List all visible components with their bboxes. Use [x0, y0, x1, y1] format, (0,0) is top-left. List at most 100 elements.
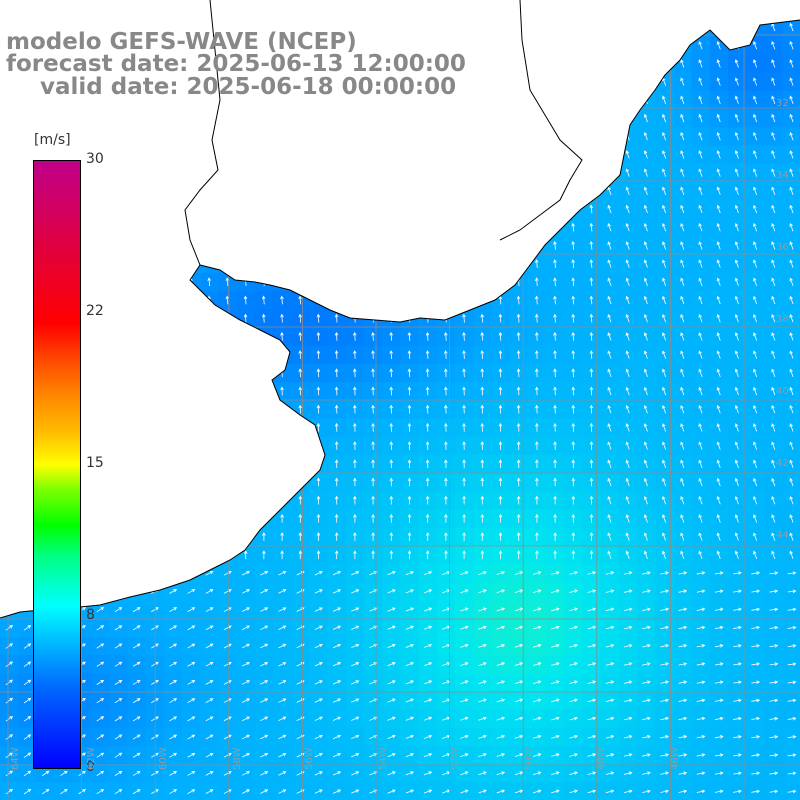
wind-arrow: [771, 241, 776, 250]
wind-arrow: [643, 150, 648, 159]
colorbar: [33, 160, 81, 769]
wind-arrow: [625, 532, 630, 541]
wind-arrow: [532, 625, 542, 630]
wind-arrow: [605, 589, 615, 593]
wind-cell: [782, 546, 800, 565]
wind-arrow: [423, 789, 433, 794]
wind-arrow: [716, 277, 721, 286]
wind-arrow: [187, 752, 196, 758]
wind-arrow: [698, 404, 703, 414]
wind-arrow: [733, 771, 742, 776]
wind-arrow: [389, 331, 393, 341]
wind-arrow: [187, 734, 196, 740]
wind-arrow: [698, 514, 703, 523]
wind-arrow: [662, 495, 667, 505]
wind-arrow: [423, 734, 433, 739]
wind-arrow: [589, 350, 594, 359]
wind-arrow: [662, 514, 667, 523]
wind-arrow: [280, 331, 284, 341]
wind-arrow: [316, 350, 321, 359]
wind-arrow: [662, 277, 667, 286]
wind-arrow: [535, 368, 539, 378]
wind-arrow: [680, 59, 685, 68]
wind-arrow: [480, 368, 484, 378]
wind-arrow: [698, 95, 703, 104]
wind-arrow: [516, 386, 521, 396]
wind-arrow: [462, 550, 466, 560]
wind-arrow: [660, 625, 670, 630]
wind-arrow: [787, 771, 797, 776]
wind-arrow: [241, 698, 251, 703]
wind-arrow: [353, 422, 357, 432]
wind-arrow: [696, 607, 706, 612]
wind-arrow: [532, 680, 542, 685]
wind-arrow: [680, 441, 685, 450]
wind-arrow: [405, 662, 415, 667]
wind-arrow: [771, 495, 776, 505]
wind-arrow: [444, 368, 448, 378]
wind-arrow: [662, 95, 667, 104]
wind-arrow: [498, 386, 503, 396]
wind-arrow: [753, 423, 758, 432]
wind-arrow: [516, 368, 521, 378]
wind-arrow: [787, 625, 797, 630]
wind-arrow: [314, 771, 323, 776]
wind-arrow: [753, 477, 758, 487]
wind-arrow: [642, 753, 651, 757]
wind-arrow: [314, 625, 323, 630]
wind-arrow: [734, 386, 739, 396]
wind-arrow: [498, 313, 503, 323]
wind-arrow: [516, 295, 521, 305]
wind-arrow: [478, 716, 487, 721]
wind-arrow: [589, 204, 594, 214]
wind-arrow: [462, 331, 466, 341]
wind-arrow: [716, 77, 721, 86]
wind-arrow: [96, 607, 105, 613]
wind-arrow: [351, 625, 360, 630]
wind-cell: [782, 18, 800, 37]
wind-arrow: [734, 514, 739, 523]
wind-arrow: [314, 680, 323, 685]
wind-arrow: [607, 495, 612, 505]
wind-arrow: [787, 753, 797, 757]
wind-arrow: [569, 753, 578, 757]
wind-arrow: [789, 332, 794, 341]
wind-arrow: [114, 643, 123, 649]
wind-arrow: [205, 680, 214, 685]
wind-arrow: [298, 331, 302, 341]
wind-arrow: [698, 59, 703, 68]
wind-arrow: [243, 313, 248, 323]
wind-arrow: [407, 550, 412, 560]
wind-arrow: [498, 441, 503, 450]
wind-arrow: [425, 459, 430, 469]
wind-arrow: [714, 625, 724, 630]
wind-cell: [782, 473, 800, 492]
wind-arrow: [625, 495, 630, 505]
wind-arrow: [151, 789, 159, 795]
wind-arrow: [698, 113, 703, 123]
lon-label: 58W: [232, 747, 243, 770]
wind-arrow: [643, 404, 648, 414]
wind-arrow: [478, 607, 487, 612]
wind-arrow: [205, 789, 214, 794]
wind-arrow: [789, 59, 794, 68]
wind-arrow: [261, 313, 266, 323]
wind-arrow: [480, 404, 485, 414]
wind-arrow: [623, 643, 633, 648]
wind-arrow: [23, 752, 32, 758]
wind-arrow: [314, 753, 323, 758]
wind-arrow: [478, 734, 487, 739]
wind-arrow: [789, 495, 794, 505]
wind-arrow: [771, 423, 776, 432]
wind-arrow: [480, 513, 485, 523]
land-border: [184, 0, 583, 266]
wind-arrow: [351, 589, 360, 594]
wind-arrow: [334, 513, 339, 523]
wind-arrow: [625, 204, 630, 214]
wind-arrow: [551, 698, 560, 703]
wind-arrow: [571, 259, 575, 268]
wind-arrow: [241, 625, 251, 631]
wind-arrow: [642, 789, 651, 794]
wind-arrow: [734, 241, 739, 250]
wind-arrow: [551, 643, 560, 648]
